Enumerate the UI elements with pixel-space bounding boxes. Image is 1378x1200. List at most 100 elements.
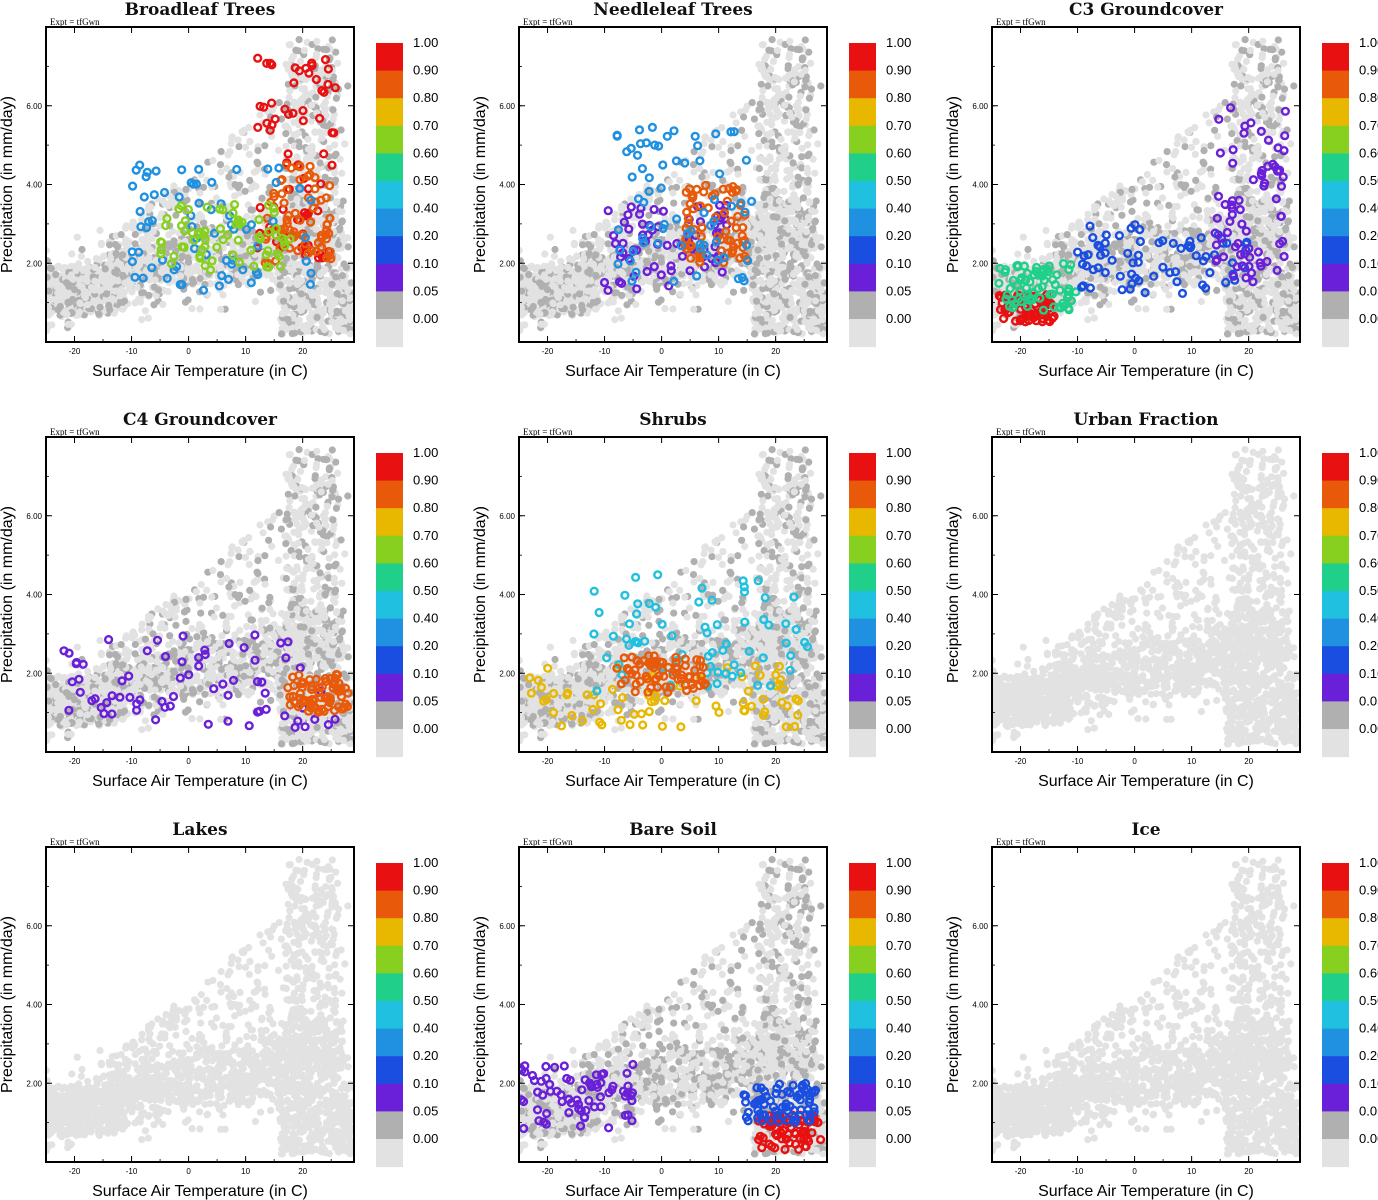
point-boreal-low: [608, 231, 619, 241]
point-background: [129, 219, 137, 227]
point-background: [759, 279, 767, 287]
point-background: [295, 278, 304, 287]
point-background: [803, 164, 811, 172]
point-background: [159, 300, 167, 308]
point-tropical-high-fraction: [259, 102, 269, 112]
point-temperate-mixed: [127, 257, 138, 267]
point-background: [789, 159, 797, 167]
point-background: [535, 279, 544, 287]
point-background: [68, 250, 76, 258]
point-background: [289, 311, 297, 319]
point-background: [654, 298, 663, 306]
point-background: [604, 299, 612, 307]
point-background: [727, 147, 735, 155]
point-background: [779, 319, 787, 327]
point-background: [692, 291, 700, 299]
point-background: [800, 219, 809, 227]
colorbar-label: 0.40: [413, 201, 438, 216]
point-background: [293, 195, 301, 203]
point-background: [665, 178, 673, 186]
y-tick-label: 4.00: [26, 181, 42, 190]
x-tick-label: -10: [126, 347, 138, 356]
point-mixed: [626, 143, 636, 154]
point-background: [794, 98, 802, 107]
point-background: [784, 62, 792, 70]
point-temperate-green: [246, 245, 256, 256]
point-temperate-green: [176, 201, 186, 211]
point-temperate-high: [683, 213, 693, 224]
point-background: [805, 48, 813, 56]
point-background: [772, 161, 780, 169]
point-temperate-green: [275, 261, 286, 272]
point-temperate-mixed: [194, 164, 204, 175]
point-background: [758, 94, 766, 102]
colorbar-label: 0.10: [413, 256, 438, 271]
point-temperate-green: [279, 237, 289, 247]
point-background: [645, 277, 653, 285]
point-mixed: [711, 129, 721, 139]
x-tick-label: 10: [714, 347, 723, 356]
point-background: [786, 37, 794, 45]
point-background: [555, 275, 563, 283]
point-background: [611, 210, 619, 218]
point-background: [288, 330, 296, 338]
point-background: [56, 302, 64, 311]
point-background: [798, 153, 806, 161]
point-background: [325, 144, 333, 152]
point-temperate-green: [215, 224, 226, 234]
point-mixed: [695, 156, 705, 166]
point-background: [761, 201, 769, 209]
point-background: [542, 295, 550, 304]
point-background: [139, 235, 148, 243]
point-background: [590, 231, 598, 239]
point-mixed: [615, 245, 625, 255]
point-tropical-high-fraction: [323, 79, 333, 90]
point-background: [767, 164, 775, 173]
point-background: [589, 298, 597, 306]
point-temperate-green: [269, 208, 279, 218]
point-boreal-low: [624, 224, 634, 234]
point-background: [724, 297, 732, 306]
point-temperate-mixed: [305, 279, 316, 290]
point-background: [77, 252, 85, 260]
point-tropical-high-fraction: [330, 83, 340, 93]
point-background: [709, 168, 717, 176]
point-background: [756, 100, 764, 108]
point-subtropical-mid-fraction: [305, 170, 315, 180]
point-boreal-low: [603, 285, 613, 296]
point-background: [676, 176, 684, 184]
point-background: [144, 240, 152, 248]
point-background: [592, 305, 600, 313]
point-subtropical-mid-fraction: [290, 208, 300, 219]
point-background: [274, 146, 283, 154]
point-background: [196, 189, 204, 197]
point-temperate-mixed: [194, 198, 204, 208]
point-background: [280, 303, 288, 311]
point-tropical-high-fraction: [267, 98, 277, 108]
point-temperate-high: [724, 183, 734, 194]
point-background: [256, 288, 265, 296]
point-background: [106, 241, 114, 249]
point-background: [302, 155, 310, 163]
point-background: [764, 253, 772, 261]
point-temperate-mixed: [300, 233, 310, 243]
point-background: [295, 143, 303, 151]
point-temperate-mixed: [149, 190, 159, 200]
point-background: [729, 111, 737, 119]
point-background: [519, 273, 524, 281]
point-background: [241, 187, 249, 195]
point-background: [227, 140, 235, 148]
point-background: [340, 260, 348, 268]
colorbar-swatch: [849, 125, 876, 154]
point-subtropical-mid-fraction: [306, 217, 316, 227]
point-background: [46, 257, 51, 265]
point-background: [287, 193, 295, 201]
point-temperate-mixed: [221, 255, 232, 266]
point-temperate-mixed: [191, 179, 202, 189]
point-background: [217, 305, 225, 313]
point-background: [564, 263, 572, 272]
point-tropical-high-fraction: [267, 60, 277, 70]
point-background: [314, 299, 323, 307]
point-background: [760, 239, 768, 247]
point-background: [689, 285, 697, 293]
